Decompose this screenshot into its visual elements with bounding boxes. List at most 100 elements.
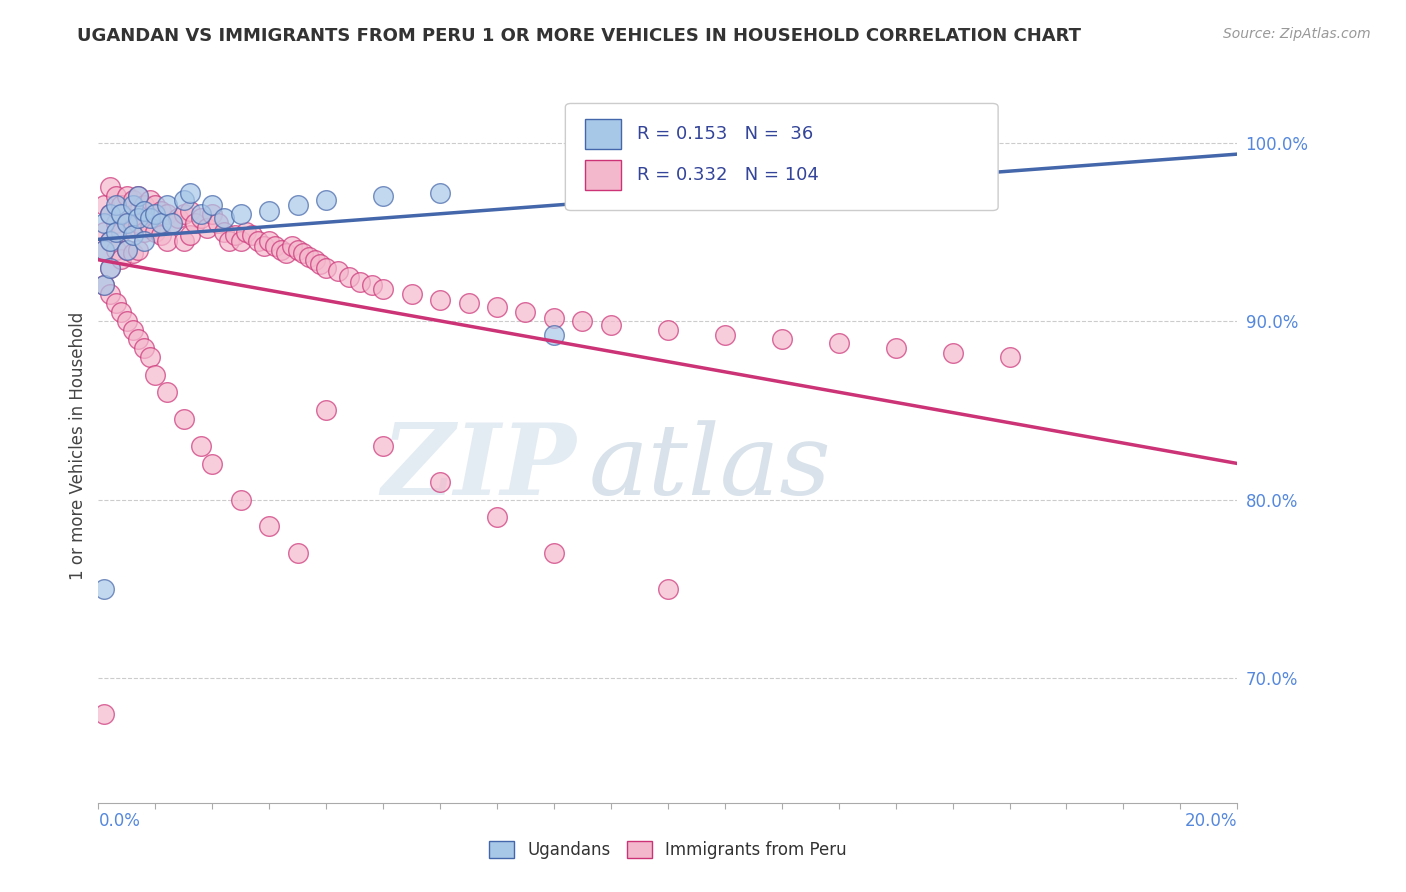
Point [145,368,167,382]
Point [600,318,623,332]
Text: Source: ZipAtlas.com: Source: ZipAtlas.com [1223,27,1371,41]
Point [884,341,907,355]
Point [98,207,121,221]
Point [179,203,201,218]
Point [429,475,451,489]
Point [828,335,851,350]
Point [292,246,315,260]
Point [326,264,349,278]
Point [127,211,149,225]
Point [276,246,298,260]
Point [115,243,138,257]
Point [373,189,395,203]
Point [93,582,115,596]
Point [156,198,179,212]
Point [270,243,292,257]
Point [93,216,115,230]
Point [121,198,143,212]
Point [110,198,132,212]
Point [229,207,252,221]
Point [349,275,371,289]
Point [179,228,201,243]
Text: R = 0.153   N =  36: R = 0.153 N = 36 [637,125,813,143]
Point [543,310,565,325]
Point [201,207,224,221]
Point [110,225,132,239]
Point [229,492,252,507]
Point [657,323,679,337]
Text: UGANDAN VS IMMIGRANTS FROM PERU 1 OR MORE VEHICLES IN HOUSEHOLD CORRELATION CHAR: UGANDAN VS IMMIGRANTS FROM PERU 1 OR MOR… [77,27,1081,45]
Point [110,252,132,266]
Point [98,287,121,301]
Point [115,216,138,230]
Text: 0.0%: 0.0% [98,812,141,830]
Point [360,278,382,293]
Point [486,300,509,314]
Text: atlas: atlas [588,420,831,515]
Point [93,278,115,293]
Point [315,403,337,417]
Point [93,706,115,721]
Point [115,314,138,328]
Point [156,385,179,400]
Point [138,193,160,207]
Text: R = 0.332   N = 104: R = 0.332 N = 104 [637,166,818,184]
Point [150,216,173,230]
Bar [585,160,621,190]
Legend: Ugandans, Immigrants from Peru: Ugandans, Immigrants from Peru [482,834,853,866]
Point [115,189,138,203]
Point [98,180,121,194]
Point [201,198,224,212]
Point [173,234,195,248]
Point [150,203,173,218]
Point [218,234,240,248]
Point [121,193,143,207]
Point [93,278,115,293]
Point [98,260,121,275]
Point [264,239,287,253]
Point [770,332,793,346]
FancyBboxPatch shape [565,103,998,211]
Point [121,246,143,260]
Point [315,260,337,275]
Point [93,225,115,239]
Point [259,234,281,248]
Point [235,225,257,239]
Point [281,239,304,253]
Point [486,510,509,524]
Text: ZIP: ZIP [382,419,576,516]
Point [315,193,337,207]
Point [93,198,115,212]
Point [373,439,395,453]
Point [127,189,149,203]
Point [184,216,207,230]
Point [127,243,149,257]
Point [190,439,212,453]
Point [212,211,235,225]
Point [132,203,155,218]
Point [127,216,149,230]
Point [132,198,155,212]
Bar [585,120,621,149]
Point [173,412,195,426]
Point [127,332,149,346]
Point [156,207,179,221]
Point [173,193,195,207]
Point [132,234,155,248]
Point [121,323,143,337]
Point [201,457,224,471]
Point [121,228,143,243]
Point [240,228,263,243]
Point [543,546,565,560]
Point [224,228,246,243]
Point [145,198,167,212]
Point [195,221,218,235]
Point [110,305,132,319]
Point [104,198,127,212]
Point [145,225,167,239]
Point [429,293,451,307]
Point [104,296,127,310]
Point [998,350,1021,364]
Point [104,189,127,203]
Point [138,350,160,364]
